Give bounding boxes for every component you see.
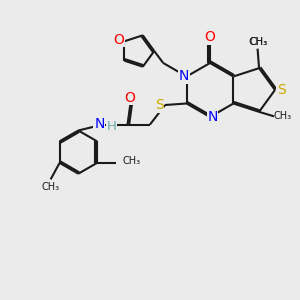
Text: S: S (154, 98, 164, 112)
Text: O: O (124, 91, 135, 104)
Text: H: H (106, 120, 116, 134)
Text: O: O (205, 30, 215, 44)
Text: N: N (207, 110, 218, 124)
Text: N: N (179, 70, 189, 83)
Text: CH₃: CH₃ (249, 37, 267, 47)
Text: CH₃: CH₃ (273, 111, 292, 121)
Text: O: O (113, 33, 124, 47)
Text: CH₃: CH₃ (122, 156, 140, 167)
Text: S: S (277, 83, 286, 97)
Text: N: N (94, 117, 104, 131)
Text: CH₃: CH₃ (248, 37, 268, 47)
Text: CH₃: CH₃ (41, 182, 60, 192)
